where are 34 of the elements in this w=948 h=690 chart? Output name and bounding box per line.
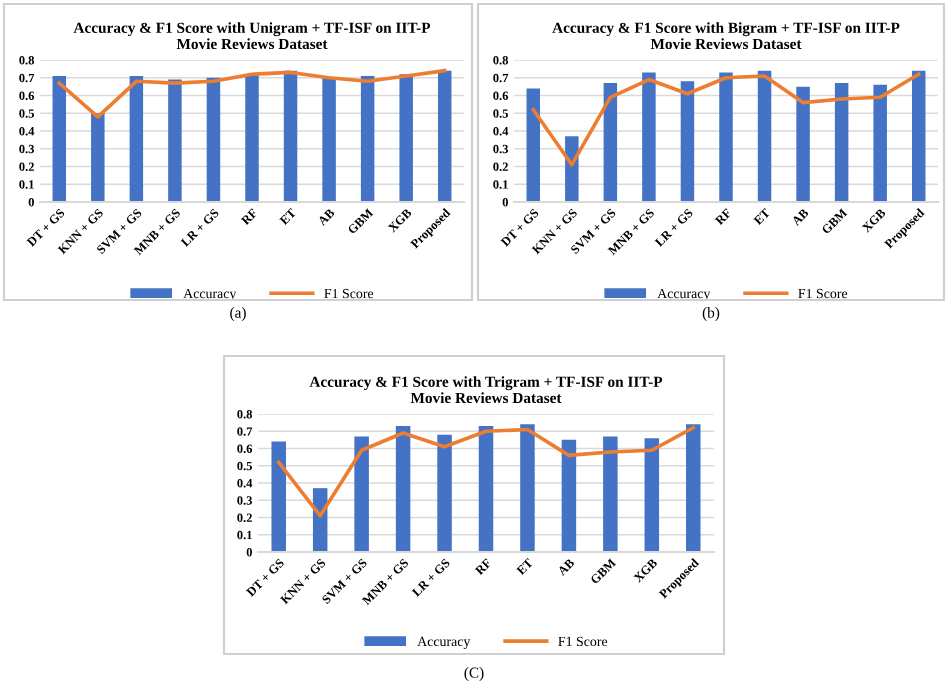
bar bbox=[91, 113, 105, 202]
bar bbox=[168, 79, 182, 202]
bar bbox=[719, 72, 733, 202]
bar bbox=[399, 74, 413, 202]
bar bbox=[873, 84, 887, 202]
bar bbox=[757, 70, 772, 202]
bar bbox=[834, 83, 849, 202]
bar bbox=[680, 81, 695, 202]
bar bbox=[686, 424, 701, 552]
bar bbox=[644, 438, 660, 552]
line-series bbox=[57, 68, 447, 119]
bar bbox=[642, 72, 656, 202]
bar bbox=[603, 436, 618, 552]
bar bbox=[561, 439, 577, 552]
bar bbox=[283, 70, 298, 202]
bar bbox=[603, 83, 618, 202]
bar bbox=[271, 441, 286, 552]
line-series bbox=[276, 425, 696, 518]
bar bbox=[245, 74, 259, 202]
bar bbox=[206, 77, 221, 202]
bar bbox=[520, 424, 535, 552]
bar bbox=[52, 75, 67, 202]
bar bbox=[911, 70, 926, 202]
bar bbox=[129, 75, 144, 202]
bar bbox=[478, 426, 494, 552]
bar bbox=[322, 77, 336, 202]
bar bbox=[526, 88, 541, 202]
line-series bbox=[531, 72, 921, 167]
bar bbox=[437, 434, 452, 552]
bar bbox=[354, 436, 369, 552]
bar bbox=[437, 70, 452, 202]
bar bbox=[796, 86, 810, 202]
bar bbox=[395, 426, 411, 552]
bar bbox=[360, 75, 375, 202]
